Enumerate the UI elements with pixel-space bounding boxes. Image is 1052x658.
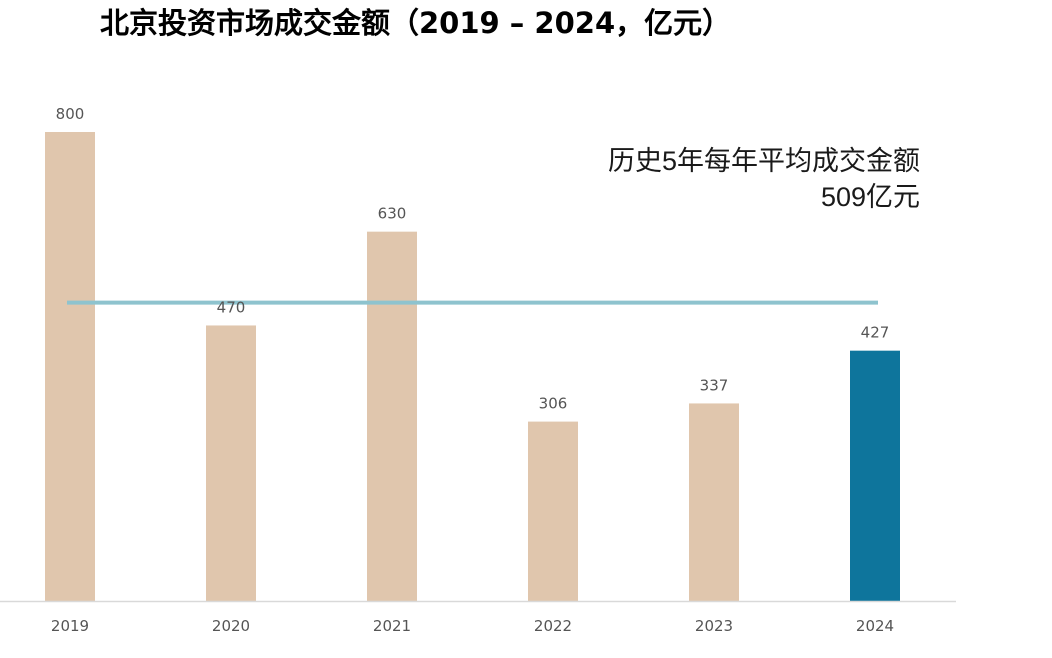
x-tick-label-2020: 2020	[212, 617, 250, 635]
data-label-2019: 800	[56, 105, 85, 123]
chart-title: 北京投资市场成交金额（2019 – 2024，亿元）	[100, 6, 732, 40]
average-annotation: 历史5年每年平均成交金额 509亿元	[608, 143, 920, 215]
bar-2023	[689, 403, 739, 601]
bar-2021	[367, 231, 417, 601]
x-tick-label-2019: 2019	[51, 617, 89, 635]
x-tick-label-2023: 2023	[695, 617, 733, 635]
data-label-2022: 306	[539, 395, 568, 413]
labels-layer: 800 2019 470 2020 630 2021 306 2022 337 2023 427 20…	[51, 105, 894, 635]
data-label-2023: 337	[700, 376, 729, 394]
bar-2022	[528, 421, 578, 601]
bar-2019	[45, 132, 95, 601]
x-tick-label-2022: 2022	[534, 617, 572, 635]
x-tick-label-2021: 2021	[373, 617, 411, 635]
x-tick-label-2024: 2024	[856, 617, 894, 635]
average-label-line1: 历史5年每年平均成交金额	[607, 146, 920, 176]
bar-2020	[206, 325, 256, 601]
data-label-2024: 427	[861, 324, 890, 342]
bars-layer	[45, 132, 900, 601]
bar-2024	[850, 350, 900, 601]
data-label-2021: 630	[378, 205, 407, 223]
average-label-line2: 509亿元	[820, 182, 920, 212]
data-label-2020: 470	[217, 298, 246, 316]
